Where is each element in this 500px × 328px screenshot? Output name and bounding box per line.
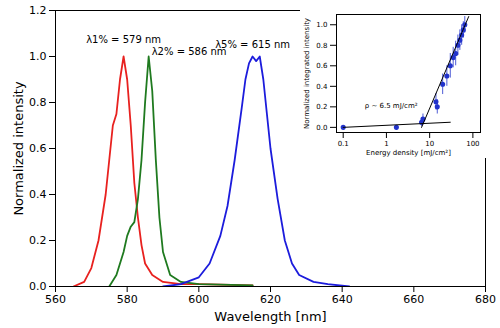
svg-text:640: 640	[332, 293, 353, 306]
svg-text:560: 560	[45, 293, 66, 306]
svg-text:0.4: 0.4	[29, 188, 47, 201]
svg-text:660: 660	[403, 293, 424, 306]
svg-text:ρ ~ 6.5 mJ/cm²: ρ ~ 6.5 mJ/cm²	[365, 102, 418, 110]
svg-text:0.4: 0.4	[316, 83, 328, 91]
svg-text:10: 10	[425, 140, 434, 148]
svg-text:580: 580	[117, 293, 138, 306]
svg-text:680: 680	[475, 293, 496, 306]
svg-text:0.0: 0.0	[316, 124, 327, 132]
svg-text:1.0: 1.0	[316, 21, 327, 29]
svg-text:Normalized intensity: Normalized intensity	[11, 81, 26, 216]
svg-text:1.2: 1.2	[29, 4, 47, 17]
svg-text:0.1: 0.1	[338, 140, 349, 148]
svg-text:0.8: 0.8	[29, 96, 47, 109]
svg-text:0.2: 0.2	[29, 234, 47, 247]
svg-text:λ2% = 586 nm: λ2% = 586 nm	[151, 45, 227, 57]
svg-text:100: 100	[466, 140, 479, 148]
svg-text:1: 1	[384, 140, 388, 148]
svg-text:λ1% = 579 nm: λ1% = 579 nm	[86, 34, 161, 45]
svg-text:Wavelength [nm]: Wavelength [nm]	[214, 309, 326, 324]
svg-text:620: 620	[260, 293, 281, 306]
svg-text:Normalized integrated intensit: Normalized integrated intensity	[303, 18, 311, 129]
svg-text:0.8: 0.8	[316, 42, 327, 50]
svg-text:600: 600	[188, 293, 209, 306]
svg-text:0.6: 0.6	[29, 142, 47, 155]
svg-text:λ5% = 615 nm: λ5% = 615 nm	[215, 39, 290, 50]
svg-text:0.6: 0.6	[316, 62, 328, 70]
svg-text:1.0: 1.0	[29, 50, 47, 63]
svg-text:0.2: 0.2	[316, 103, 327, 111]
svg-text:Energy density [mJ/cm²]: Energy density [mJ/cm²]	[366, 149, 451, 157]
svg-text:0.0: 0.0	[29, 280, 47, 293]
